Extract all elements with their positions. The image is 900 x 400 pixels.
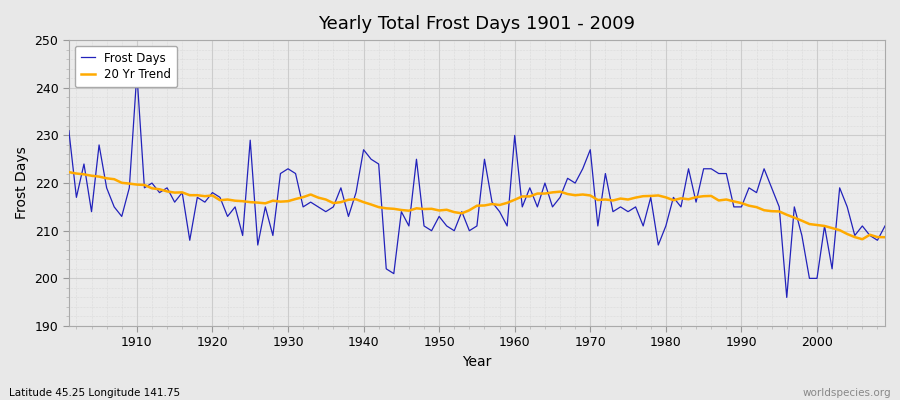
Line: 20 Yr Trend: 20 Yr Trend: [68, 172, 885, 239]
Legend: Frost Days, 20 Yr Trend: Frost Days, 20 Yr Trend: [75, 46, 177, 87]
Frost Days: [781, 295, 792, 300]
20 Yr Trend: [509, 197, 520, 202]
Frost Days: [298, 204, 309, 209]
20 Yr Trend: [63, 170, 74, 174]
20 Yr Trend: [879, 235, 890, 240]
20 Yr Trend: [336, 200, 346, 204]
Frost Days: [63, 128, 74, 133]
X-axis label: Year: Year: [463, 355, 491, 369]
Frost Days: [608, 209, 618, 214]
Y-axis label: Frost Days: Frost Days: [15, 147, 29, 220]
Text: Latitude 45.25 Longitude 141.75: Latitude 45.25 Longitude 141.75: [9, 388, 180, 398]
20 Yr Trend: [290, 197, 301, 202]
20 Yr Trend: [124, 181, 135, 186]
Frost Days: [879, 224, 890, 228]
Frost Days: [517, 204, 527, 209]
Frost Days: [343, 214, 354, 219]
Frost Days: [124, 186, 135, 190]
Frost Days: [509, 133, 520, 138]
Title: Yearly Total Frost Days 1901 - 2009: Yearly Total Frost Days 1901 - 2009: [319, 15, 635, 33]
Text: worldspecies.org: worldspecies.org: [803, 388, 891, 398]
20 Yr Trend: [600, 197, 611, 202]
20 Yr Trend: [857, 237, 868, 242]
20 Yr Trend: [502, 200, 513, 205]
Line: Frost Days: Frost Days: [68, 74, 885, 298]
Frost Days: [131, 71, 142, 76]
